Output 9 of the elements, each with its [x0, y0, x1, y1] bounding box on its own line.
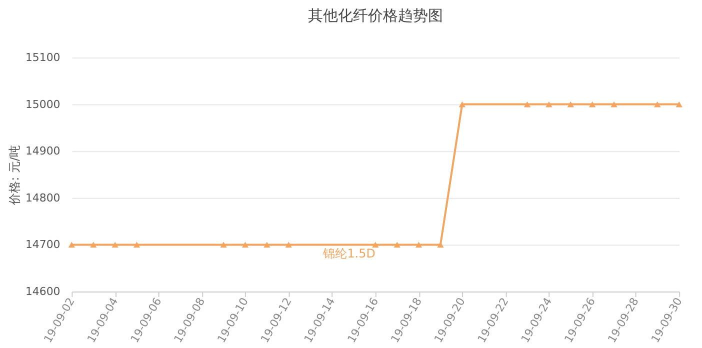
y-tick-label: 15000: [25, 98, 60, 111]
y-tick-label: 14800: [25, 191, 60, 204]
y-tick-label: 14900: [25, 144, 60, 158]
y-tick-label: 15100: [25, 50, 60, 64]
series-label: 锦纶1.5D: [322, 246, 376, 261]
y-tick-label: 14600: [25, 284, 60, 298]
y-tick-label: 14700: [25, 238, 60, 252]
y-axis-title: 价格: 元/吨: [7, 145, 22, 206]
chart-title: 其他化纤价格趋势图: [308, 6, 443, 25]
